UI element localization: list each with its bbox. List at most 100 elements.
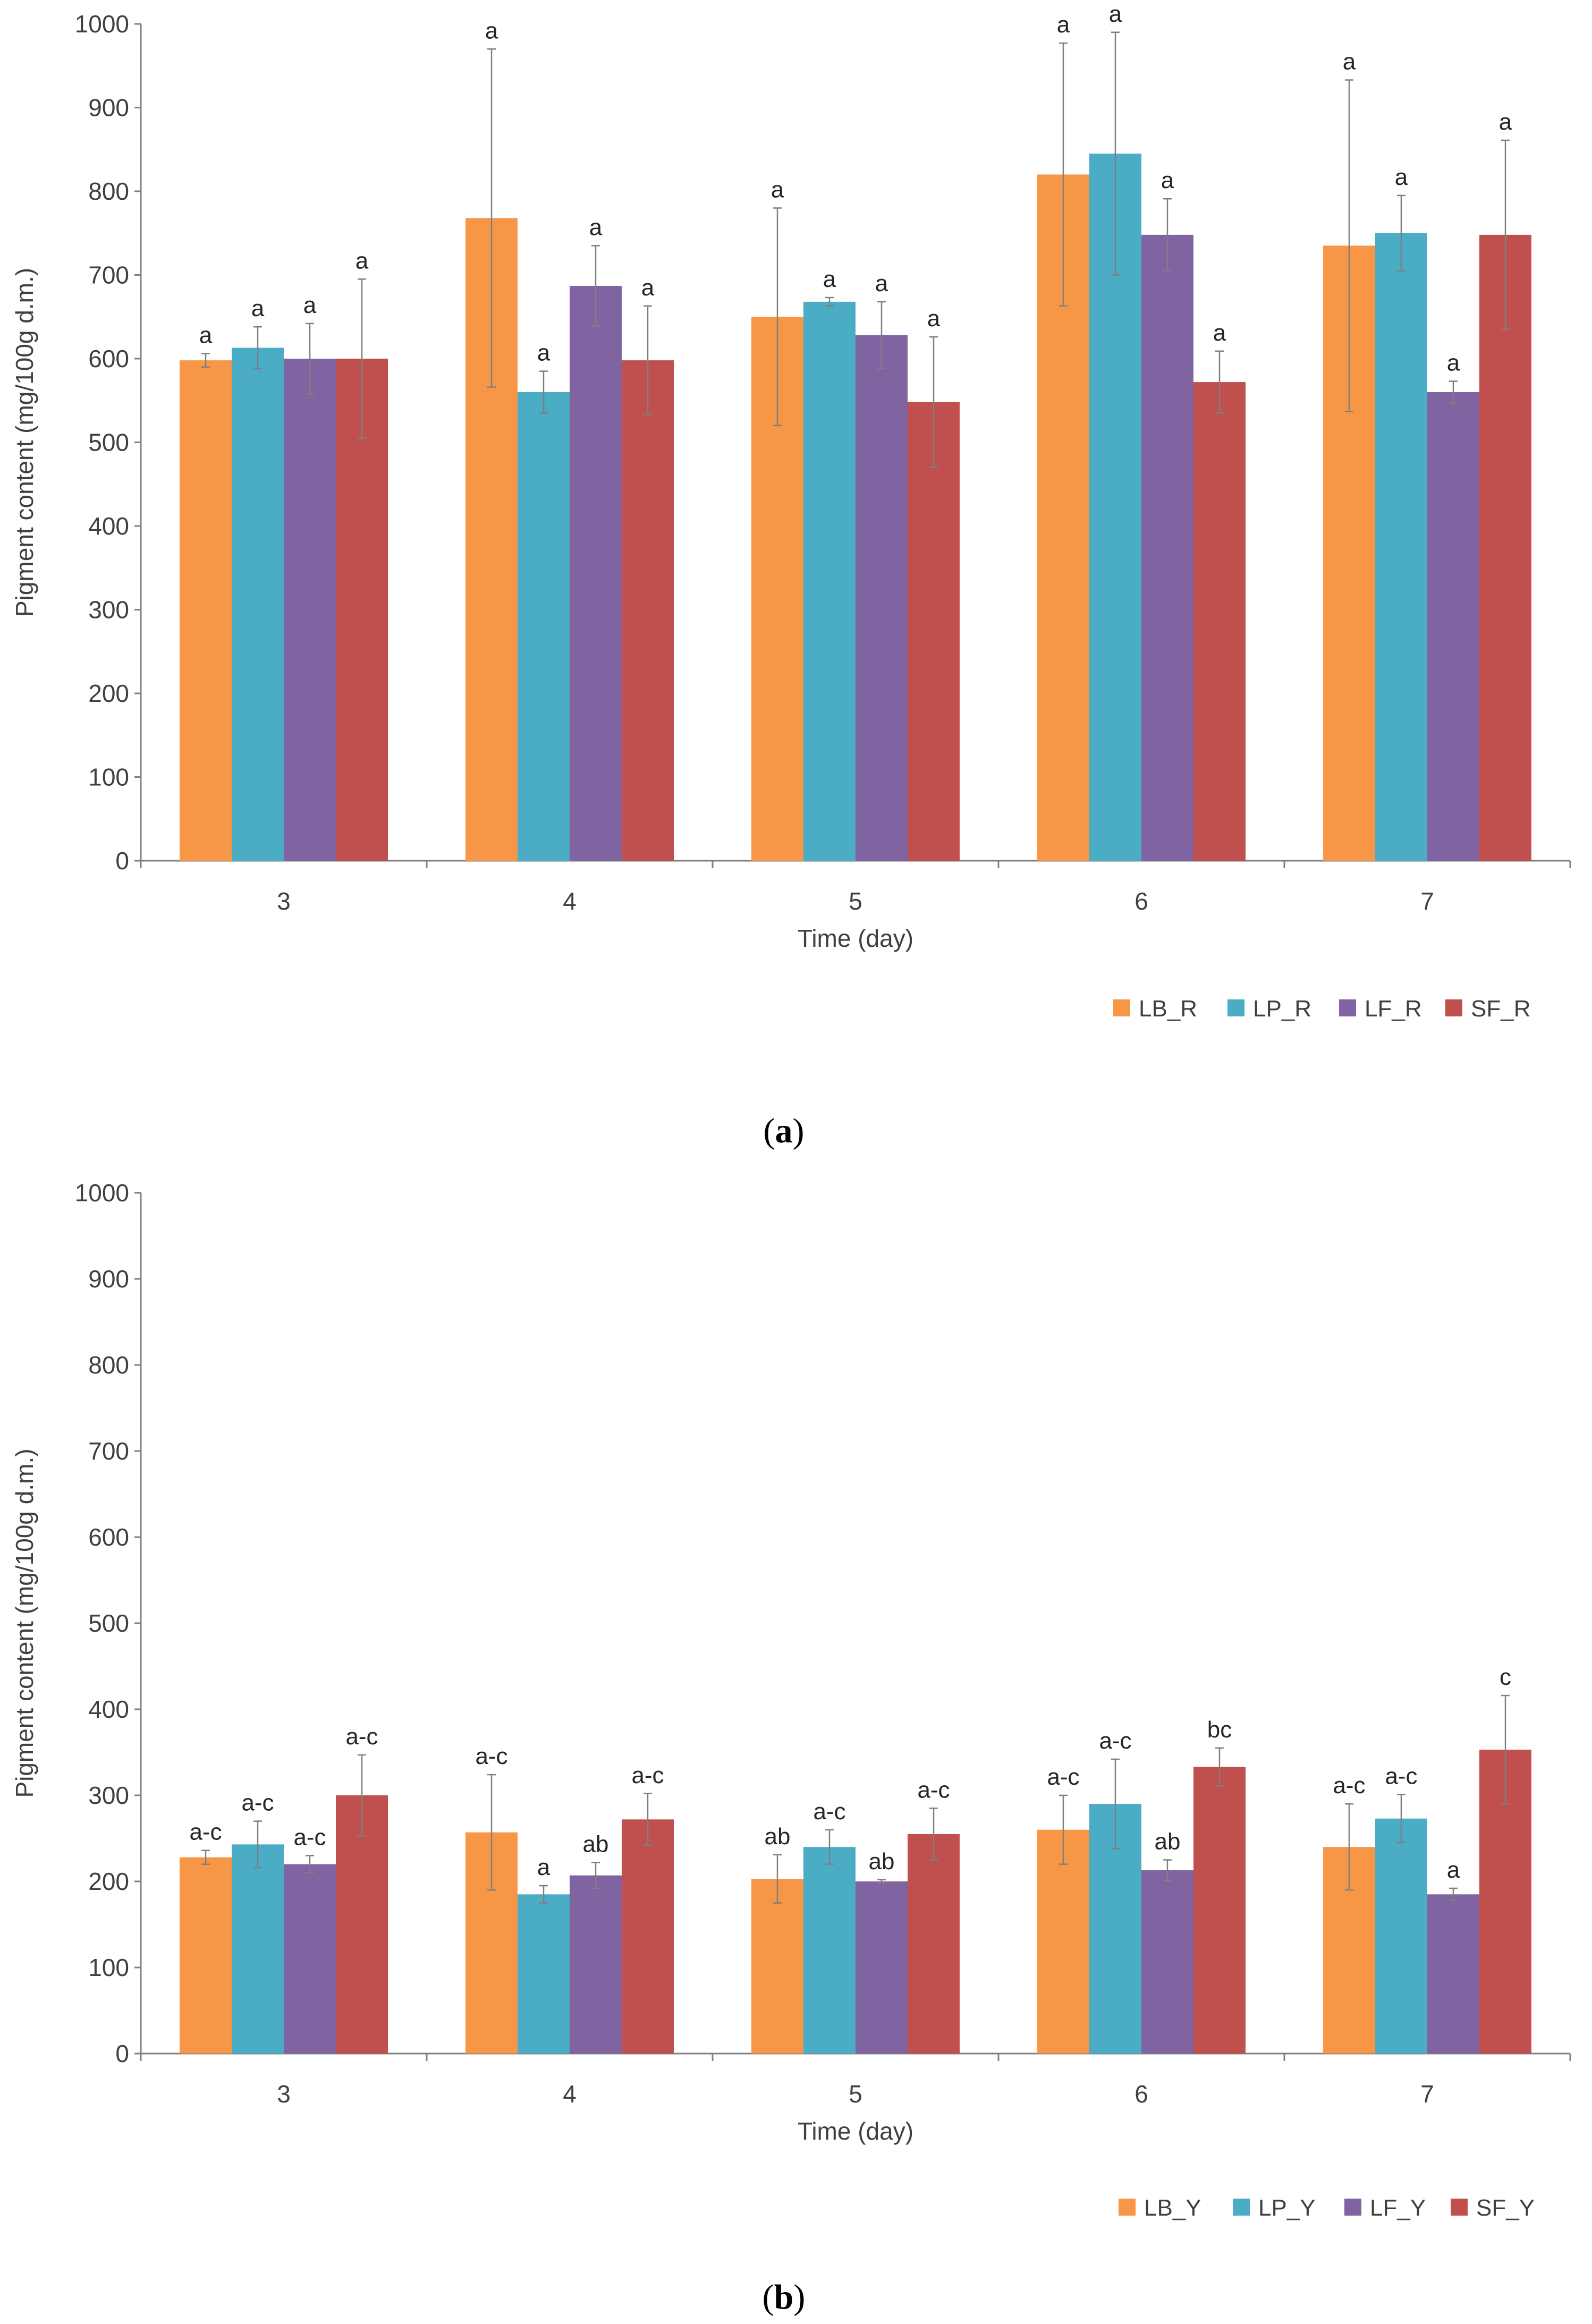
bar-lp_r-day-3 bbox=[232, 347, 284, 861]
y-tick-label: 1000 bbox=[75, 10, 129, 38]
significance-label: a-c bbox=[345, 1724, 378, 1750]
legend-swatch-lf_y bbox=[1344, 2199, 1361, 2216]
y-tick-label: 700 bbox=[88, 261, 129, 289]
bar-lf_r-day-3 bbox=[284, 359, 336, 861]
legend-swatch-lb_r bbox=[1113, 999, 1130, 1016]
legend-label-sf_r: SF_R bbox=[1471, 996, 1530, 1022]
panel-label-close-paren: ) bbox=[793, 1112, 805, 1150]
significance-label: a bbox=[537, 1854, 551, 1880]
panel-label: (a) bbox=[764, 1112, 805, 1150]
significance-label: ab bbox=[583, 1831, 609, 1857]
legend-swatch-lb_y bbox=[1119, 2199, 1136, 2216]
y-tick-label: 1000 bbox=[75, 1179, 129, 1207]
bar-lf_r-day-7 bbox=[1427, 392, 1479, 861]
bar-lp_y-day-5 bbox=[803, 1847, 856, 2054]
bar-lp_y-day-3 bbox=[232, 1844, 284, 2054]
legend-swatch-sf_r bbox=[1445, 999, 1462, 1016]
bar-lp_y-day-4 bbox=[518, 1894, 570, 2054]
y-tick-label: 500 bbox=[88, 1609, 129, 1637]
legend-label-lp_r: LP_R bbox=[1253, 996, 1311, 1022]
panel-label-close-paren: ) bbox=[793, 2278, 805, 2317]
y-tick-label: 600 bbox=[88, 1523, 129, 1551]
y-tick-label: 500 bbox=[88, 429, 129, 456]
x-axis-title: Time (day) bbox=[798, 924, 913, 952]
bar-lp_r-day-5 bbox=[803, 301, 856, 861]
chart-panel-a: 0 100 200 300 400 500 600 700 800 900 1000 3 4 5 6 7 a a a… bbox=[11, 1, 1571, 1150]
legend-label-lf_y: LF_Y bbox=[1370, 2195, 1426, 2221]
y-tick-label: 0 bbox=[115, 847, 129, 875]
significance-label: a-c bbox=[241, 1790, 274, 1816]
y-tick-label: 200 bbox=[88, 1868, 129, 1895]
y-tick-label: 900 bbox=[88, 94, 129, 122]
bar-sf_r-day-7 bbox=[1479, 234, 1531, 861]
significance-label: a-c bbox=[475, 1743, 507, 1769]
y-tick-label: 700 bbox=[88, 1437, 129, 1465]
significance-label: a bbox=[485, 18, 498, 44]
x-tick-label: 3 bbox=[277, 2080, 291, 2108]
legend-label-sf_y: SF_Y bbox=[1476, 2195, 1535, 2221]
significance-label: a bbox=[1499, 109, 1512, 135]
legend-label-lb_r: LB_R bbox=[1139, 996, 1197, 1022]
bar-sf_y-day-4 bbox=[622, 1819, 674, 2054]
bar-sf_y-day-3 bbox=[336, 1795, 388, 2054]
panel-label-letter: a bbox=[775, 1112, 793, 1150]
significance-label: a bbox=[875, 270, 888, 296]
y-axis-title: Pigment content (mg/100g d.m.) bbox=[11, 1448, 38, 1797]
significance-label: a-c bbox=[189, 1819, 222, 1845]
legend-label-lp_y: LP_Y bbox=[1258, 2195, 1316, 2221]
y-tick-label: 400 bbox=[88, 1695, 129, 1723]
x-tick-label: 5 bbox=[849, 2080, 862, 2108]
bar-lf_y-day-6 bbox=[1141, 1870, 1193, 2054]
y-tick-label: 0 bbox=[115, 2040, 129, 2067]
significance-label: a bbox=[1395, 164, 1408, 190]
bar-sf_r-day-5 bbox=[908, 402, 960, 861]
bar-lp_y-day-7 bbox=[1375, 1818, 1427, 2054]
significance-label: a bbox=[771, 177, 784, 203]
bar-sf_r-day-6 bbox=[1193, 382, 1246, 861]
significance-label: a bbox=[927, 306, 941, 332]
bar-lb_r-day-3 bbox=[180, 360, 232, 861]
legend-swatch-lp_y bbox=[1233, 2199, 1250, 2216]
significance-label: a bbox=[1057, 12, 1070, 38]
panel-label: (b) bbox=[763, 2278, 806, 2317]
x-axis-title: Time (day) bbox=[798, 2117, 913, 2145]
x-tick-label: 6 bbox=[1134, 2080, 1148, 2108]
significance-label: a bbox=[355, 248, 369, 274]
y-tick-label: 900 bbox=[88, 1265, 129, 1293]
x-tick-label: 4 bbox=[563, 2080, 577, 2108]
panel-label-open-paren: ( bbox=[763, 2278, 774, 2317]
bar-lf_y-day-4 bbox=[570, 1875, 622, 2054]
significance-label: a bbox=[1447, 350, 1460, 376]
y-tick-label: 300 bbox=[88, 1782, 129, 1809]
legend-swatch-sf_y bbox=[1451, 2199, 1468, 2216]
significance-label: a bbox=[641, 275, 655, 301]
bar-lb_y-day-5 bbox=[751, 1879, 803, 2054]
bar-lb_y-day-3 bbox=[180, 1857, 232, 2054]
significance-label: a bbox=[1447, 1857, 1460, 1883]
legend-label-lf_r: LF_R bbox=[1365, 996, 1422, 1022]
y-tick-label: 600 bbox=[88, 345, 129, 372]
bar-sf_y-day-6 bbox=[1193, 1767, 1246, 2054]
bar-lp_r-day-7 bbox=[1375, 233, 1427, 861]
x-tick-label: 4 bbox=[563, 887, 577, 915]
panel-label-letter: b bbox=[774, 2278, 794, 2317]
x-tick-label: 7 bbox=[1420, 887, 1434, 915]
significance-label: a-c bbox=[631, 1762, 664, 1788]
x-tick-label: 3 bbox=[277, 887, 291, 915]
x-tick-label: 5 bbox=[849, 887, 862, 915]
significance-label: a-c bbox=[1385, 1763, 1417, 1789]
significance-label: a bbox=[823, 266, 836, 292]
significance-label: ab bbox=[765, 1823, 791, 1850]
significance-label: a-c bbox=[1099, 1728, 1131, 1754]
bar-lf_y-day-3 bbox=[284, 1864, 336, 2054]
panel-label-open-paren: ( bbox=[764, 1112, 775, 1150]
y-tick-label: 800 bbox=[88, 177, 129, 205]
bar-sf_y-day-5 bbox=[908, 1834, 960, 2054]
bar-lf_y-day-7 bbox=[1427, 1894, 1479, 2054]
significance-label: a bbox=[589, 214, 603, 240]
significance-label: a bbox=[537, 340, 551, 366]
significance-label: a-c bbox=[293, 1824, 326, 1850]
significance-label: a bbox=[1213, 320, 1226, 346]
legend-swatch-lp_r bbox=[1227, 999, 1244, 1016]
